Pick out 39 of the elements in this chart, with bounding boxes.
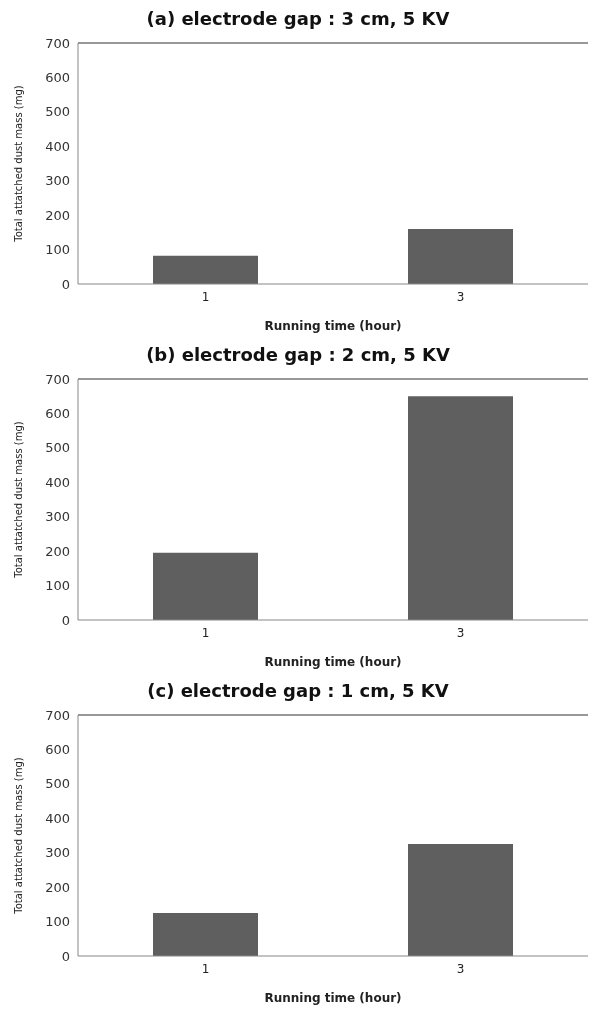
chart-title: (c) electrode gap : 1 cm, 5 KV	[146, 680, 450, 703]
x-tick-label: 1	[201, 289, 210, 304]
x-axis-title: Running time (hour)	[264, 319, 402, 333]
x-tick-label: 1	[201, 625, 210, 640]
y-tick-label: 600	[45, 742, 70, 758]
y-tick-label: 500	[45, 104, 70, 120]
y-tick-label: 600	[45, 70, 70, 86]
y-axis-title: Total attatched dust mass (mg)	[12, 85, 24, 243]
y-tick-label: 100	[45, 242, 70, 258]
y-tick-label: 500	[45, 440, 70, 456]
x-tick-label: 3	[456, 289, 465, 304]
y-tick-label: 700	[45, 35, 70, 51]
y-tick-label: 600	[45, 406, 70, 422]
x-tick-label: 1	[201, 961, 210, 976]
y-tick-label: 100	[45, 578, 70, 594]
y-tick-label: 100	[45, 914, 70, 930]
x-axis-title: Running time (hour)	[264, 991, 402, 1005]
x-tick-label: 3	[456, 625, 465, 640]
x-tick-label: 3	[456, 961, 465, 976]
y-tick-label: 200	[45, 543, 70, 559]
y-tick-label: 0	[61, 612, 70, 628]
y-tick-label: 200	[45, 879, 70, 895]
y-axis-title: Total attatched dust mass (mg)	[12, 757, 24, 915]
y-axis-title: Total attatched dust mass (mg)	[12, 421, 24, 579]
chart-title: (a) electrode gap : 3 cm, 5 KV	[145, 8, 451, 31]
y-tick-label: 0	[61, 948, 70, 964]
y-tick-label: 400	[45, 810, 70, 826]
y-tick-label: 700	[45, 707, 70, 723]
y-tick-label: 400	[45, 138, 70, 154]
y-tick-label: 700	[45, 371, 70, 387]
chart-title: (b) electrode gap : 2 cm, 5 KV	[145, 344, 451, 367]
x-axis-title: Running time (hour)	[264, 655, 402, 669]
y-tick-label: 400	[45, 474, 70, 490]
y-tick-label: 300	[45, 845, 70, 861]
y-tick-label: 300	[45, 509, 70, 525]
y-tick-label: 0	[61, 276, 70, 292]
y-tick-label: 500	[45, 776, 70, 792]
y-tick-label: 300	[45, 173, 70, 189]
y-tick-label: 200	[45, 207, 70, 223]
